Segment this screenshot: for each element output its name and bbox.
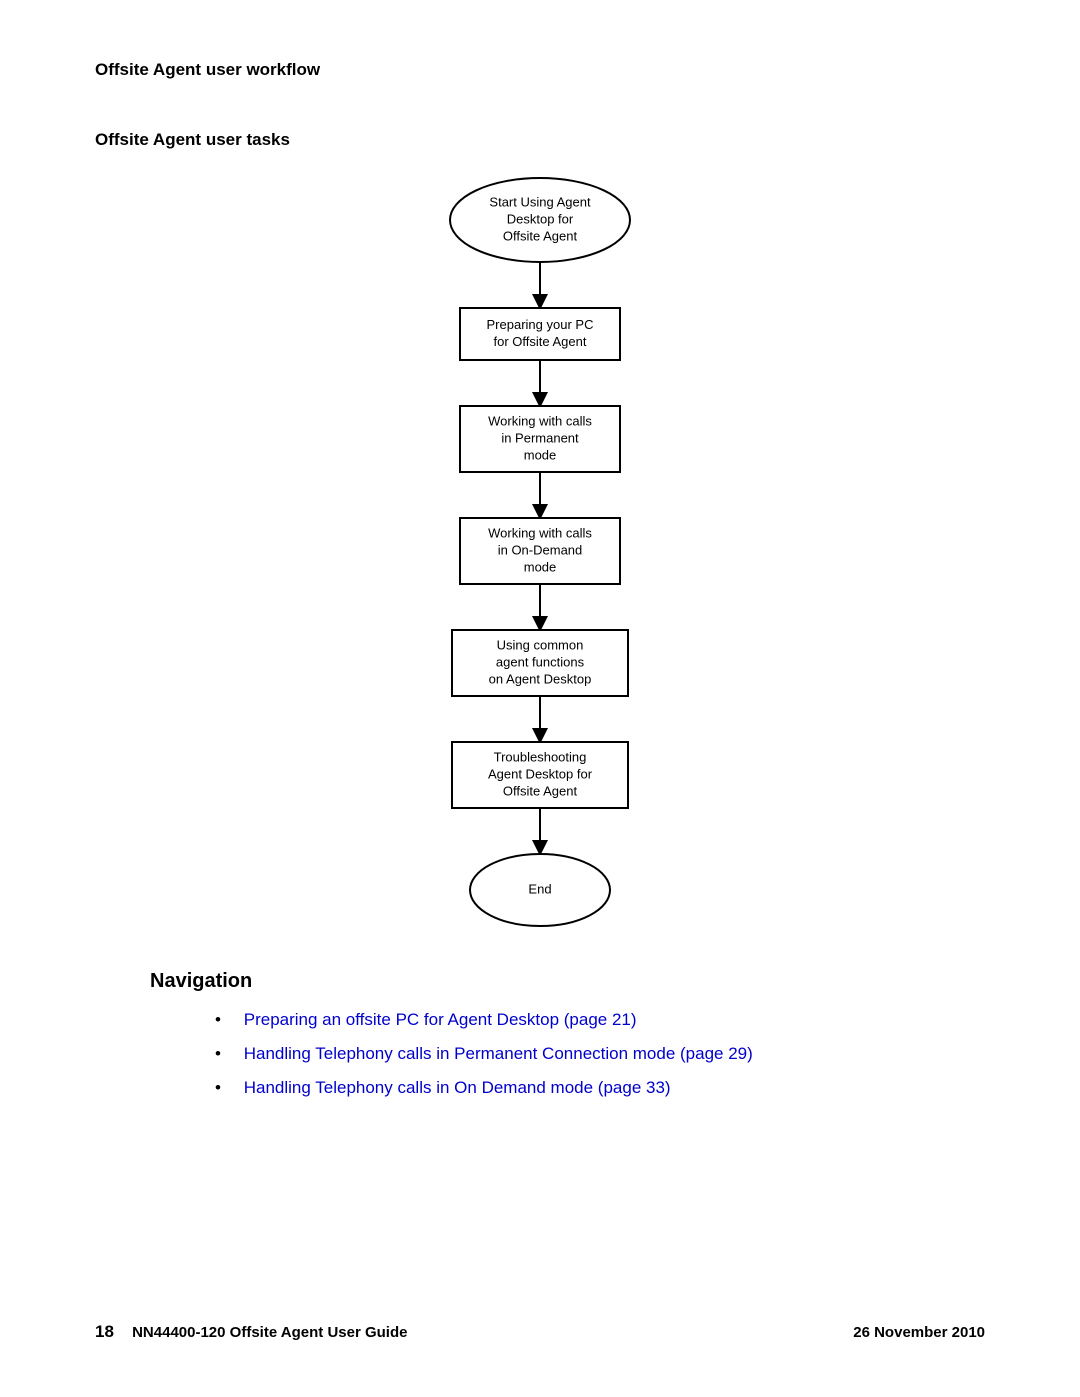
navigation-heading: Navigation <box>150 970 985 993</box>
nav-link-preparing[interactable]: Preparing an offsite PC for Agent Deskto… <box>244 1010 637 1029</box>
page-header-title: Offsite Agent user workflow <box>95 60 985 80</box>
nav-link-ondemand[interactable]: Handling Telephony calls in On Demand mo… <box>244 1078 671 1097</box>
flow-node-text: Start Using Agent <box>489 194 591 209</box>
flow-node-text: Preparing your PC <box>487 317 594 332</box>
footer-doc-title: NN44400-120 Offsite Agent User Guide <box>132 1324 407 1341</box>
flow-node-text: Using common <box>497 637 584 652</box>
footer-date: 26 November 2010 <box>853 1324 985 1341</box>
bullet-icon: • <box>215 1037 239 1071</box>
nav-item: • Handling Telephony calls in On Demand … <box>215 1071 985 1105</box>
flow-node-text: in On-Demand <box>498 542 583 557</box>
flow-node-text: Offsite Agent <box>503 783 578 798</box>
section-subtitle: Offsite Agent user tasks <box>95 130 985 150</box>
page-number: 18 <box>95 1322 114 1341</box>
flow-node-text: Working with calls <box>488 525 592 540</box>
flow-node-text: Agent Desktop for <box>488 766 593 781</box>
nav-item: • Preparing an offsite PC for Agent Desk… <box>215 1003 985 1037</box>
flow-node-text: agent functions <box>496 654 585 669</box>
flow-node-text: Working with calls <box>488 413 592 428</box>
flow-node-text: Offsite Agent <box>503 228 578 243</box>
page-footer: 18 NN44400-120 Offsite Agent User Guide … <box>95 1322 985 1342</box>
flow-node-text: Troubleshooting <box>494 749 587 764</box>
flow-node-text: Desktop for <box>507 211 574 226</box>
flow-node-text: in Permanent <box>501 430 579 445</box>
nav-item: • Handling Telephony calls in Permanent … <box>215 1037 985 1071</box>
flow-node-text: for Offsite Agent <box>494 334 587 349</box>
footer-left: 18 NN44400-120 Offsite Agent User Guide <box>95 1322 407 1342</box>
nav-link-permanent[interactable]: Handling Telephony calls in Permanent Co… <box>244 1044 753 1063</box>
bullet-icon: • <box>215 1003 239 1037</box>
flow-node-text: on Agent Desktop <box>489 671 592 686</box>
document-page: Offsite Agent user workflow Offsite Agen… <box>0 0 1080 1397</box>
flow-node-text: mode <box>524 559 557 574</box>
flow-node-text: End <box>528 881 551 896</box>
flowchart-container: Start Using Agent Desktop for Offsite Agen… <box>95 170 985 940</box>
navigation-list: • Preparing an offsite PC for Agent Desk… <box>215 1003 985 1105</box>
flow-node-text: mode <box>524 447 557 462</box>
bullet-icon: • <box>215 1071 239 1105</box>
flowchart-svg: Start Using Agent Desktop for Offsite Agen… <box>430 170 650 940</box>
